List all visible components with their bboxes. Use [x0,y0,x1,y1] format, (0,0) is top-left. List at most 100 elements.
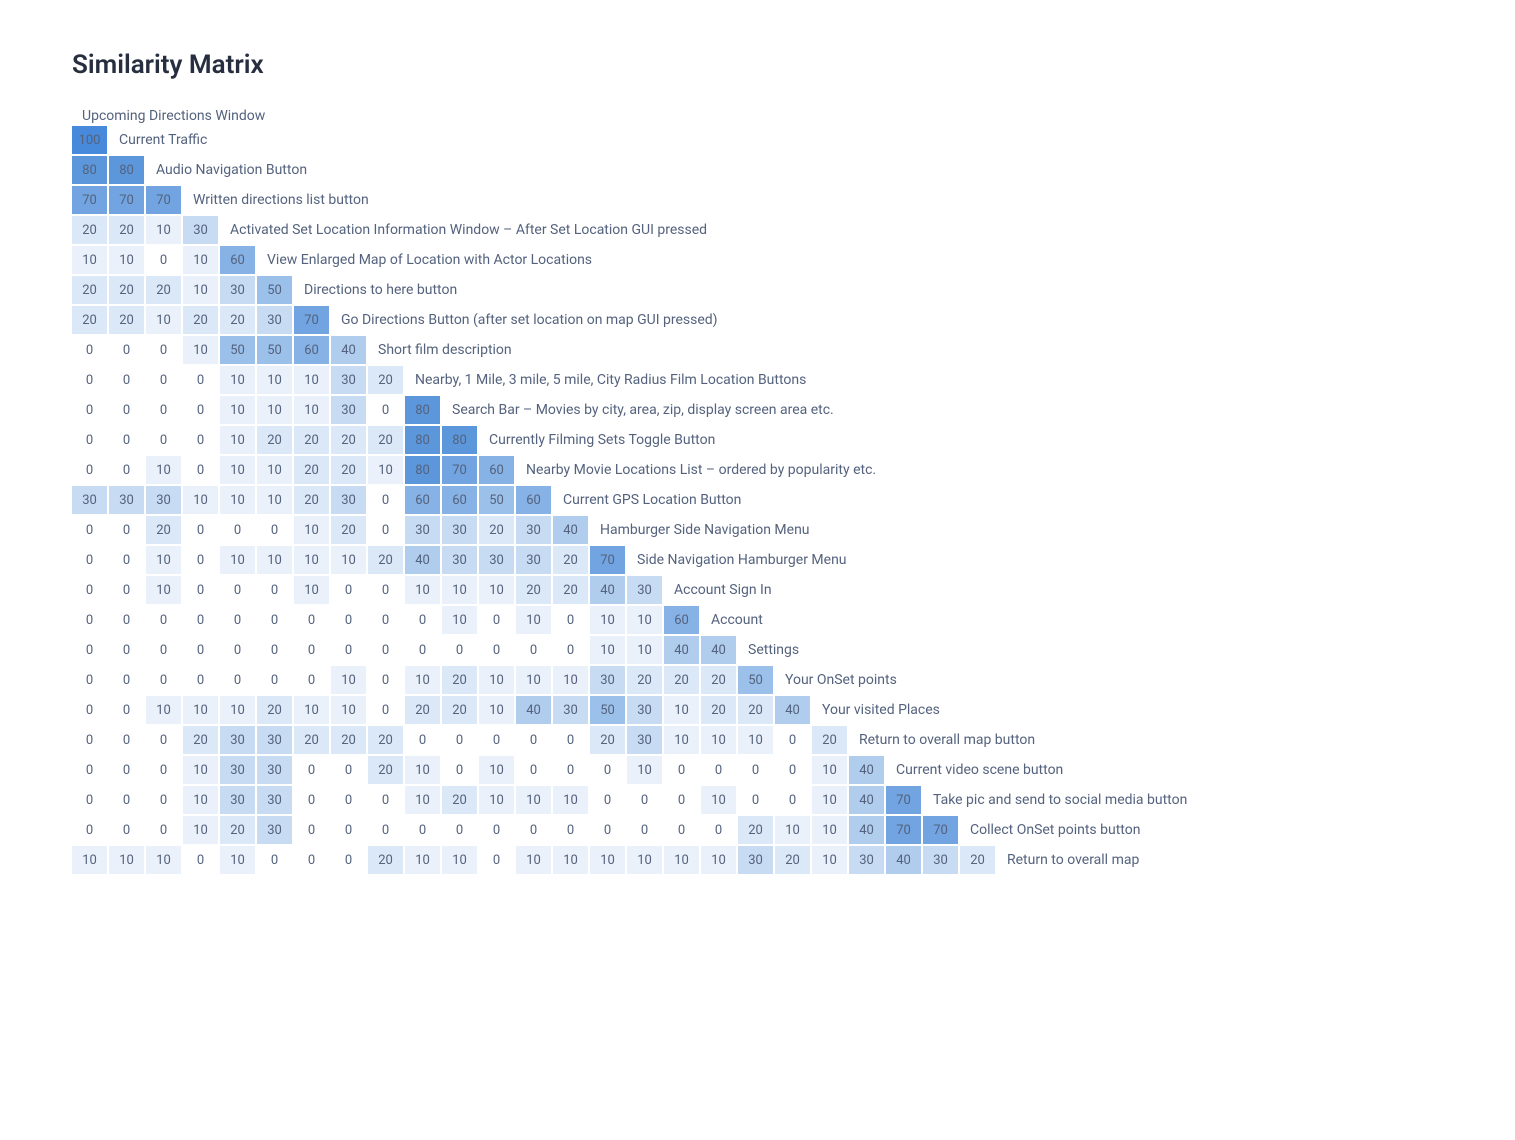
matrix-cell: 0 [146,246,181,274]
matrix-cell: 0 [257,516,292,544]
matrix-cell: 0 [146,336,181,364]
matrix-cell: 10 [405,846,440,874]
matrix-cell: 60 [442,486,477,514]
matrix-cell: 10 [331,666,366,694]
matrix-cell: 0 [590,786,625,814]
matrix-cell: 20 [331,426,366,454]
matrix-cell: 30 [220,276,255,304]
matrix-cell: 20 [183,726,218,754]
row-label: Nearby, 1 Mile, 3 mile, 5 mile, City Rad… [405,372,806,388]
matrix-cell: 10 [812,846,847,874]
matrix-cell: 30 [590,666,625,694]
matrix-cell: 10 [590,606,625,634]
matrix-cell: 10 [146,696,181,724]
matrix-cell: 0 [627,786,662,814]
row-label: Upcoming Directions Window [72,108,265,124]
matrix-cell: 40 [849,756,884,784]
row-label: Return to overall map [997,852,1139,868]
matrix-cell: 0 [442,816,477,844]
matrix-cell: 10 [664,696,699,724]
matrix-cell: 30 [627,576,662,604]
matrix-cell: 0 [109,426,144,454]
matrix-cell: 0 [442,726,477,754]
matrix-cell: 10 [294,546,329,574]
matrix-cell: 0 [368,696,403,724]
matrix-cell: 0 [553,636,588,664]
row-label: Nearby Movie Locations List – ordered by… [516,462,876,478]
matrix-cell: 10 [183,786,218,814]
matrix-cell: 0 [183,576,218,604]
matrix-cell: 10 [294,576,329,604]
matrix-cell: 0 [331,636,366,664]
matrix-cell: 10 [442,846,477,874]
matrix-cell: 0 [220,636,255,664]
matrix-cell: 0 [109,546,144,574]
matrix-cell: 20 [294,426,329,454]
matrix-cell: 50 [590,696,625,724]
matrix-cell: 10 [405,666,440,694]
matrix-row: 001001010202010807060Nearby Movie Locati… [72,456,1443,484]
matrix-cell: 20 [294,486,329,514]
matrix-cell: 70 [109,186,144,214]
matrix-cell: 0 [183,516,218,544]
matrix-cell: 0 [479,726,514,754]
matrix-cell: 0 [109,576,144,604]
matrix-cell: 0 [72,366,107,394]
matrix-cell: 70 [442,456,477,484]
matrix-cell: 60 [516,486,551,514]
matrix-cell: 20 [368,726,403,754]
matrix-cell: 0 [109,696,144,724]
matrix-row: 0010101020101002020104030503010202040You… [72,696,1443,724]
matrix-cell: 30 [442,516,477,544]
matrix-cell: 70 [886,816,921,844]
matrix-row: 000010202020208080Currently Filming Sets… [72,426,1443,454]
matrix-cell: 40 [516,696,551,724]
matrix-cell: 0 [294,816,329,844]
matrix-cell: 10 [479,576,514,604]
matrix-cell: 10 [109,846,144,874]
matrix-row: 0001050506040Short film description [72,336,1443,364]
matrix-cell: 0 [109,336,144,364]
matrix-cell: 0 [183,426,218,454]
matrix-row: 202020103050Directions to here button [72,276,1443,304]
row-label: Activated Set Location Information Windo… [220,222,707,238]
matrix-cell: 0 [72,666,107,694]
matrix-cell: 20 [257,696,292,724]
row-label: Go Directions Button (after set location… [331,312,718,328]
matrix-cell: 20 [220,816,255,844]
matrix-cell: 10 [812,786,847,814]
matrix-cell: 20 [516,576,551,604]
matrix-cell: 20 [220,306,255,334]
matrix-cell: 0 [257,636,292,664]
matrix-cell: 0 [701,756,736,784]
row-label: Take pic and send to social media button [923,792,1187,808]
matrix-cell: 0 [294,756,329,784]
matrix-cell: 20 [257,426,292,454]
matrix-cell: 0 [294,786,329,814]
matrix-row: 000000010010201010103020202050Your OnSet… [72,666,1443,694]
matrix-cell: 0 [109,756,144,784]
matrix-cell: 0 [72,576,107,604]
matrix-cell: 0 [146,426,181,454]
matrix-cell: 0 [109,606,144,634]
matrix-row: 0001030300020100100001000001040Current v… [72,756,1443,784]
matrix-cell: 10 [442,606,477,634]
matrix-cell: 0 [146,756,181,784]
matrix-cell: 0 [183,546,218,574]
matrix-cell: 20 [72,306,107,334]
matrix-cell: 20 [72,216,107,244]
matrix-cell: 50 [738,666,773,694]
matrix-cell: 0 [257,666,292,694]
matrix-cell: 10 [146,576,181,604]
matrix-cell: 0 [220,666,255,694]
matrix-cell: 0 [368,486,403,514]
matrix-cell: 30 [257,726,292,754]
matrix-cell: 10 [294,696,329,724]
matrix-cell: 0 [590,756,625,784]
matrix-cell: 20 [590,726,625,754]
matrix-cell: 20 [405,696,440,724]
matrix-cell: 0 [72,816,107,844]
matrix-cell: 50 [257,276,292,304]
matrix-cell: 80 [405,426,440,454]
matrix-cell: 10 [442,576,477,604]
